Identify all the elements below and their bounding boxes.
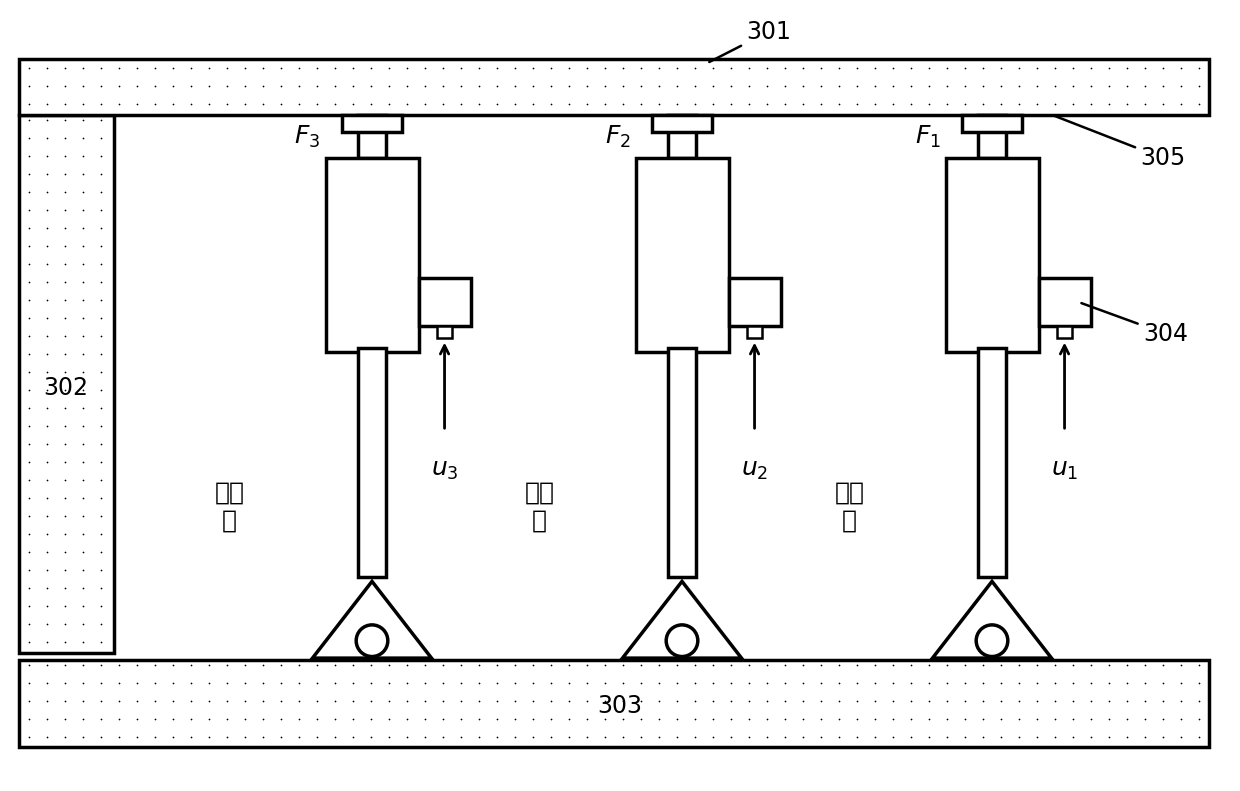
Bar — [746, 326, 761, 338]
Polygon shape — [932, 581, 1052, 658]
Bar — [438, 326, 451, 338]
Text: 通道
三: 通道 三 — [215, 480, 244, 532]
Text: 302: 302 — [43, 376, 88, 399]
Text: 通道
一: 通道 一 — [835, 480, 864, 532]
Bar — [1056, 326, 1071, 338]
Bar — [419, 278, 471, 326]
Circle shape — [976, 625, 1008, 657]
Text: 304: 304 — [1081, 303, 1188, 346]
Bar — [358, 348, 386, 577]
Bar — [19, 59, 1209, 115]
Bar — [668, 115, 696, 158]
Text: $F_1$: $F_1$ — [915, 124, 940, 150]
Bar — [729, 278, 781, 326]
Text: $F_3$: $F_3$ — [294, 124, 320, 150]
Bar — [652, 115, 712, 132]
Bar — [668, 348, 696, 577]
Bar — [978, 348, 1006, 577]
Circle shape — [666, 625, 698, 657]
Bar — [962, 115, 1022, 132]
Bar — [978, 115, 1006, 158]
Bar — [945, 158, 1039, 352]
Polygon shape — [622, 581, 742, 658]
Bar — [358, 115, 386, 158]
Text: 通道
二: 通道 二 — [525, 480, 554, 532]
Bar — [19, 115, 114, 653]
Bar — [325, 158, 419, 352]
Text: $u_2$: $u_2$ — [742, 459, 768, 482]
Polygon shape — [312, 581, 432, 658]
Bar — [342, 115, 402, 132]
Bar — [635, 158, 729, 352]
Text: $F_2$: $F_2$ — [605, 124, 630, 150]
Bar — [19, 660, 1209, 747]
Text: 301: 301 — [709, 20, 791, 62]
Text: $u_1$: $u_1$ — [1050, 459, 1079, 482]
Circle shape — [356, 625, 388, 657]
Text: 305: 305 — [1054, 115, 1185, 170]
Bar — [1039, 278, 1091, 326]
Text: 303: 303 — [598, 694, 642, 718]
Text: $u_3$: $u_3$ — [430, 459, 459, 482]
